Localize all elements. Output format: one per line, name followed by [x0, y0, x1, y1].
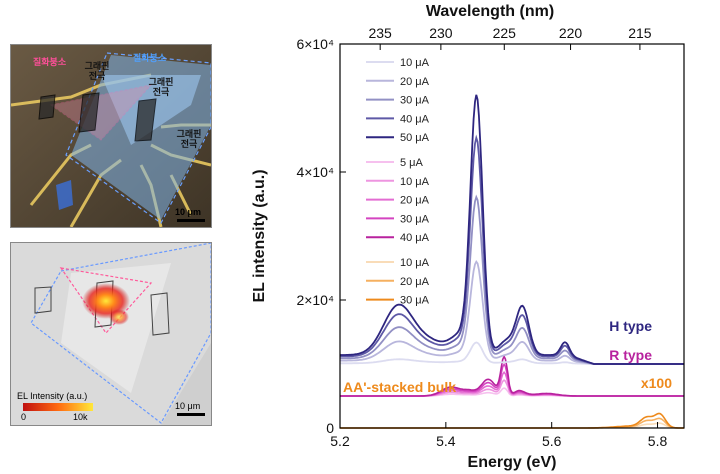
r-type-label: R type: [609, 347, 652, 363]
y-tick-label: 0: [326, 420, 334, 436]
bottom-axis-title: Energy (eV): [468, 454, 557, 471]
graphene-label-1: 그래핀 전극: [84, 61, 110, 81]
top-axis-title: Wavelength (nm): [426, 3, 554, 20]
y-tick-label: 2×10⁴: [296, 292, 334, 308]
y-tick-label: 6×10⁴: [296, 36, 334, 52]
bulk-label: AA'-stacked bulk: [343, 379, 456, 395]
legend-label: 5 μA: [400, 157, 424, 169]
legend-label: 20 μA: [400, 76, 430, 88]
top-tick-label: 220: [559, 25, 583, 41]
legend-label: 50 μA: [400, 132, 430, 144]
x-tick-label: 5.6: [542, 433, 562, 449]
micrograph-scale-bar: [177, 219, 205, 222]
legend-label: 30 μA: [400, 213, 430, 225]
legend-label: 40 μA: [400, 113, 430, 125]
legend-label: 10 μA: [400, 257, 430, 269]
legend-label: 30 μA: [400, 295, 430, 307]
legend-label: 10 μA: [400, 57, 430, 69]
graphene-label-3: 그래핀 전극: [176, 129, 202, 149]
plot-frame: [339, 43, 685, 429]
bulk-series-line: [340, 412, 684, 429]
colorbar-max: 10k: [73, 412, 88, 422]
el-map-panel: EL Intensity (a.u.) 0 10k 10 μm: [10, 242, 212, 426]
legend-label: 40 μA: [400, 232, 430, 244]
micrograph-scale-label: 10 μm: [175, 207, 202, 217]
el-map-scale-label: 10 μm: [175, 401, 201, 411]
legend-label: 20 μA: [400, 276, 430, 288]
bulk-series-line: [340, 417, 684, 429]
x-tick-label: 5.2: [330, 433, 350, 449]
micrograph-panel: 질화붕소 질화붕소 그래핀 전극 그래핀 전극 그래핀 전극 10 μm: [10, 44, 212, 228]
h-type-series-line: [340, 94, 684, 365]
top-tick-label: 235: [368, 25, 392, 41]
colorbar-min: 0: [21, 412, 27, 422]
x-tick-label: 5.4: [436, 433, 456, 449]
hbn-label-right: 질화붕소: [133, 53, 167, 63]
y-tick-label: 4×10⁴: [296, 164, 334, 180]
top-tick-label: 230: [429, 25, 453, 41]
x-tick-label: 5.8: [648, 433, 668, 449]
h-type-label: H type: [609, 318, 652, 334]
graphene-label-2: 그래핀 전극: [148, 77, 174, 97]
y-axis-title: EL intensity (a.u.): [251, 169, 268, 302]
colorbar-title: EL Intensity (a.u.): [17, 391, 88, 401]
r-type-series-line: [340, 354, 684, 397]
el-map-image: [11, 243, 211, 425]
top-tick-label: 225: [493, 25, 517, 41]
legend-label: 30 μA: [400, 95, 430, 107]
scale-factor-label: x100: [641, 375, 672, 391]
legend-label: 20 μA: [400, 195, 430, 207]
hbn-label-left: 질화붕소: [33, 57, 67, 67]
legend-label: 10 μA: [400, 176, 430, 188]
micrograph-image: [11, 45, 211, 227]
el-map-scale-bar: [177, 413, 205, 416]
top-tick-label: 215: [628, 25, 652, 41]
